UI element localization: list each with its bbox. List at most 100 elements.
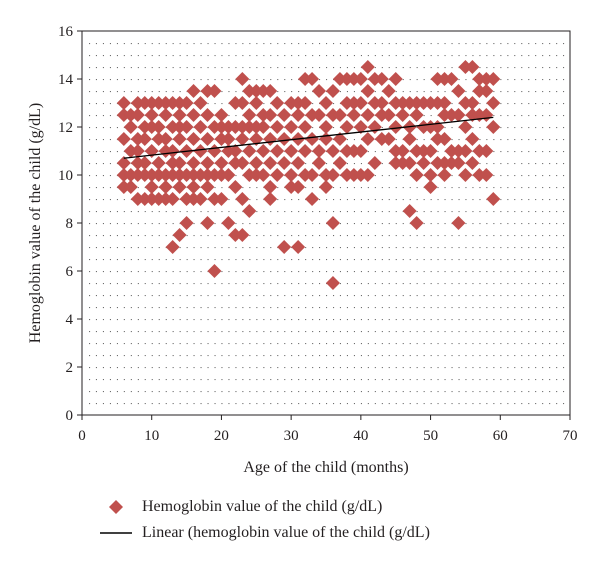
data-point <box>319 180 333 194</box>
data-point <box>388 72 403 86</box>
data-point <box>172 156 187 170</box>
x-tick-label: 0 <box>78 428 86 444</box>
data-point <box>256 168 271 182</box>
data-point <box>116 156 131 170</box>
data-point <box>319 96 333 110</box>
data-point <box>249 96 264 110</box>
legend-label-points: Hemoglobin value of the child (g/dL) <box>142 498 383 515</box>
data-point <box>137 156 152 170</box>
data-point <box>242 204 257 218</box>
x-tick-label: 30 <box>284 428 299 444</box>
data-point <box>332 156 347 170</box>
y-axis-ticks: 0 2 4 6 8 10 12 14 16 <box>58 24 82 424</box>
data-point <box>360 168 375 182</box>
data-point <box>423 180 438 194</box>
data-point <box>353 120 368 134</box>
data-point <box>193 192 208 206</box>
y-tick-label: 12 <box>58 120 73 136</box>
data-point <box>458 120 473 134</box>
data-point <box>374 96 389 110</box>
data-point <box>360 132 375 146</box>
data-point <box>263 84 278 98</box>
data-point <box>367 120 382 134</box>
data-point <box>256 144 271 158</box>
data-point <box>263 156 278 170</box>
legend-item-points: Hemoglobin value of the child (g/dL) <box>100 494 580 520</box>
data-point <box>144 180 159 194</box>
data-point <box>353 96 368 110</box>
y-tick-label: 4 <box>66 312 74 328</box>
data-point <box>200 132 215 146</box>
data-point <box>235 156 250 170</box>
data-point <box>325 216 340 230</box>
data-point <box>479 84 494 98</box>
data-point <box>312 84 327 98</box>
data-point <box>486 120 501 134</box>
data-point <box>374 72 389 86</box>
data-point <box>221 132 236 146</box>
data-point <box>423 168 438 182</box>
data-point <box>360 84 375 98</box>
data-point <box>409 108 424 122</box>
data-point <box>221 168 236 182</box>
data-point <box>409 168 424 182</box>
data-point <box>437 132 452 146</box>
data-point <box>367 156 382 170</box>
data-point <box>214 156 229 170</box>
data-points <box>116 60 501 290</box>
data-point <box>130 144 145 158</box>
data-point <box>284 168 299 182</box>
data-point <box>200 216 215 230</box>
data-point <box>172 108 187 122</box>
data-point <box>263 132 278 146</box>
y-tick-label: 6 <box>66 264 74 280</box>
data-point <box>465 132 480 146</box>
data-point <box>179 120 194 134</box>
data-point <box>277 108 292 122</box>
data-point <box>158 132 173 146</box>
data-point <box>263 192 278 206</box>
data-point <box>186 108 201 122</box>
data-point <box>235 192 250 206</box>
data-point <box>325 144 340 158</box>
linear-trendline <box>123 116 494 159</box>
data-point <box>458 168 473 182</box>
data-point <box>465 96 480 110</box>
data-point <box>186 132 201 146</box>
data-point <box>277 240 292 254</box>
data-point <box>158 180 173 194</box>
data-point <box>207 84 222 98</box>
data-point <box>486 72 501 86</box>
data-point <box>116 132 131 146</box>
data-point <box>465 156 480 170</box>
data-point <box>193 120 208 134</box>
data-point <box>381 108 396 122</box>
y-tick-label: 14 <box>58 72 74 88</box>
x-axis-ticks: 0 10 20 30 40 50 60 70 <box>78 415 578 444</box>
data-point <box>451 84 466 98</box>
data-point <box>200 180 215 194</box>
data-point <box>200 108 215 122</box>
data-point <box>465 60 480 74</box>
data-point <box>437 168 452 182</box>
data-point <box>207 144 222 158</box>
data-point <box>270 120 285 134</box>
data-point <box>263 108 278 122</box>
x-axis-title: Age of the child (months) <box>243 459 408 476</box>
x-tick-label: 60 <box>493 428 508 444</box>
data-point <box>332 132 347 146</box>
data-point <box>312 108 327 122</box>
data-point <box>277 132 292 146</box>
data-point <box>312 156 327 170</box>
data-point <box>186 84 201 98</box>
data-point <box>423 144 438 158</box>
data-point <box>284 144 299 158</box>
data-point <box>270 144 285 158</box>
data-point <box>291 156 306 170</box>
line-marker-icon <box>100 532 132 534</box>
data-point <box>235 96 250 110</box>
data-point <box>214 192 229 206</box>
data-point <box>165 192 180 206</box>
data-point <box>172 132 187 146</box>
data-point <box>479 168 494 182</box>
